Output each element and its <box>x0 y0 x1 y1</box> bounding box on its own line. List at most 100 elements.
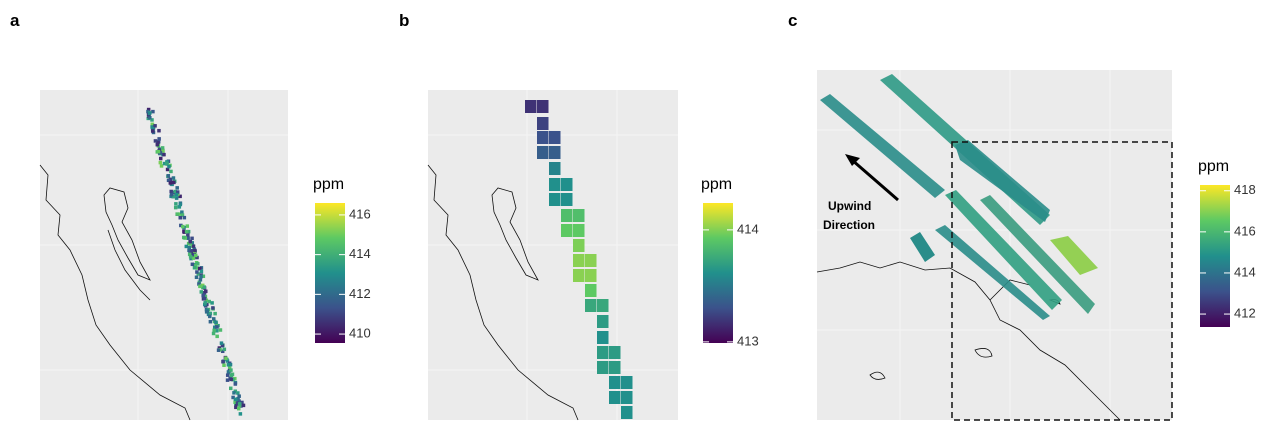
cell <box>573 209 585 222</box>
sounding <box>232 391 236 395</box>
map-a <box>39 90 288 421</box>
cell <box>573 269 585 282</box>
cell <box>585 299 597 312</box>
sounding <box>156 140 160 145</box>
sounding <box>241 403 246 408</box>
sounding <box>194 253 198 258</box>
sounding <box>182 215 187 220</box>
sounding <box>206 312 211 317</box>
sounding <box>191 244 196 248</box>
sounding <box>158 151 163 155</box>
sounding <box>150 125 154 129</box>
sounding <box>212 325 217 330</box>
cell <box>537 146 549 159</box>
map-c: Upwind Direction <box>816 70 1173 421</box>
sounding <box>185 224 190 228</box>
sounding <box>179 223 183 228</box>
sounding <box>166 174 171 178</box>
sounding <box>188 242 193 246</box>
sounding <box>237 399 241 403</box>
sounding <box>173 189 177 194</box>
sounding <box>236 391 240 395</box>
sounding <box>203 301 207 305</box>
sounding <box>181 224 185 229</box>
sounding <box>186 236 190 240</box>
sounding <box>169 169 173 174</box>
panel-label: a <box>10 11 20 30</box>
sounding <box>199 290 204 294</box>
sounding <box>182 229 186 234</box>
cell <box>585 269 597 282</box>
sounding <box>204 310 209 314</box>
sounding <box>229 368 233 372</box>
colorbar <box>703 203 733 343</box>
cell <box>621 376 633 389</box>
sounding <box>202 296 207 301</box>
sounding <box>169 189 173 194</box>
colorbar-tick-label: 412 <box>1234 305 1256 320</box>
sounding <box>211 331 216 336</box>
sounding <box>225 378 230 382</box>
sounding <box>219 341 224 345</box>
sounding <box>236 396 240 401</box>
legend-title: ppm <box>701 176 732 193</box>
sounding <box>222 363 226 367</box>
legend-title: ppm <box>313 176 344 193</box>
sounding <box>153 139 158 143</box>
sounding <box>187 252 192 257</box>
sounding <box>157 128 161 133</box>
sounding <box>150 122 155 127</box>
cell <box>525 100 537 113</box>
cell <box>597 299 609 312</box>
sounding <box>201 283 205 288</box>
sounding <box>153 124 157 128</box>
colorbar-tick-label: 418 <box>1234 182 1256 197</box>
sounding <box>177 205 182 209</box>
sounding <box>199 269 204 274</box>
sounding <box>220 349 225 354</box>
cell <box>537 100 549 113</box>
sounding <box>165 161 169 165</box>
colorbar-tick-label: 416 <box>1234 223 1256 238</box>
sounding <box>188 255 193 259</box>
sounding <box>174 202 178 206</box>
colorbar-tick-label: 410 <box>349 326 371 341</box>
sounding <box>196 262 200 266</box>
sounding <box>229 377 233 382</box>
map-b <box>427 90 678 421</box>
cell <box>573 224 585 237</box>
sounding <box>228 386 233 391</box>
sounding <box>173 205 178 210</box>
sounding <box>193 251 197 255</box>
sounding <box>165 167 170 172</box>
cell <box>597 315 609 328</box>
sounding <box>228 362 233 367</box>
colorbar-tick-label: 413 <box>737 333 759 348</box>
sounding <box>202 285 207 289</box>
sounding <box>214 320 218 325</box>
sounding <box>167 164 171 169</box>
sounding <box>146 109 150 114</box>
sounding <box>224 356 228 360</box>
sounding <box>171 180 176 185</box>
colorbar-tick-label: 414 <box>349 246 371 261</box>
cell <box>549 131 561 144</box>
sounding <box>188 239 192 244</box>
sounding <box>231 377 235 382</box>
sounding <box>201 293 206 297</box>
cell <box>573 254 585 267</box>
cell <box>585 254 597 267</box>
cell <box>621 391 633 404</box>
sounding <box>231 395 235 400</box>
sounding <box>148 116 152 120</box>
sounding <box>195 270 199 274</box>
panel-label: c <box>788 11 797 30</box>
sounding <box>204 289 208 294</box>
colorbar-tick-label: 414 <box>737 221 759 236</box>
sounding <box>208 319 213 324</box>
sounding <box>162 152 166 157</box>
cell <box>621 406 633 419</box>
sounding <box>169 192 174 197</box>
sounding <box>184 244 189 249</box>
